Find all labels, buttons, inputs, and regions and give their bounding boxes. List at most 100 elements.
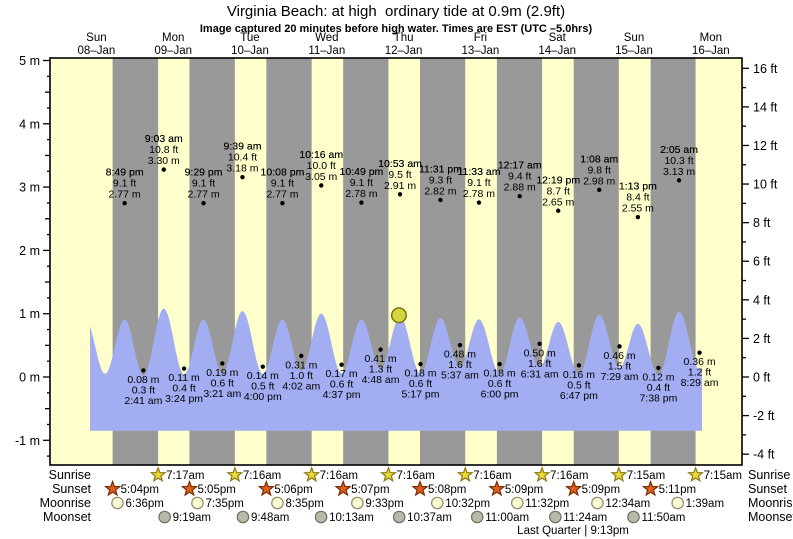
y-axis-right-label: -2 ft — [753, 409, 775, 423]
high-tide-text: 2.55 m — [622, 203, 654, 215]
high-tide-annotation: 12:17 am9.4 ft2.88 m — [498, 160, 542, 199]
high-tide-annotation: 12:19 pm8.7 ft2.65 m — [536, 174, 580, 213]
low-tide-text: 5:37 am — [441, 370, 479, 382]
moonset-icon — [314, 510, 328, 524]
low-tide-text: 8:29 am — [681, 377, 719, 389]
astro-time: 7:16am — [243, 470, 281, 482]
astro-time: 8:35pm — [285, 498, 323, 510]
low-tide-text: 4:02 am — [282, 380, 320, 392]
astro-time: 9:48am — [251, 512, 289, 524]
moonset-icon — [392, 510, 406, 524]
low-tide-text: 0.14 m — [247, 370, 279, 382]
low-tide-text: 4:00 pm — [244, 391, 282, 403]
low-tide-text: 0.4 ft — [647, 382, 670, 394]
low-tide-dot — [617, 344, 622, 349]
low-tide-text: 0.5 ft — [567, 379, 590, 391]
low-tide-text: 1.6 ft — [528, 358, 551, 370]
high-tide-text: 12:17 am — [498, 160, 542, 172]
astro-time: 10:32pm — [445, 498, 490, 510]
astro-time: 6:36pm — [126, 498, 164, 510]
low-tide-text: 0.6 ft — [409, 378, 432, 390]
high-tide-text: 9.1 ft — [192, 178, 215, 190]
high-tide-annotation: 10:08 pm9.1 ft2.77 m — [261, 167, 305, 206]
low-tide-text: 0.5 ft — [251, 381, 274, 393]
high-tide-text: 11:31 pm — [419, 163, 462, 175]
low-tide-annotation: 0.14 m0.5 ft4:00 pm — [244, 364, 282, 403]
astro-time: 11:00am — [485, 512, 529, 524]
astro-row-label-right: Moonrise — [748, 496, 793, 510]
high-tide-time: 12:17 am — [498, 160, 542, 172]
low-tide-annotation: 0.48 m1.6 ft5:37 am — [441, 342, 479, 382]
high-tide-time: 9:03 am — [145, 133, 183, 145]
low-tide-text: 0.3 ft — [132, 384, 155, 396]
astro-row-label-left: Moonset — [43, 510, 91, 524]
astro-time: 7:16am — [320, 470, 358, 482]
high-tide-dot — [517, 193, 522, 199]
low-tide-text: 4:37 pm — [323, 389, 361, 401]
day-label-weekday: Mon — [700, 32, 722, 44]
moonset-icon — [236, 510, 250, 524]
high-tide-time: 1:08 am — [580, 153, 618, 165]
high-tide-text: 9.1 ft — [113, 178, 136, 190]
high-tide-dot — [476, 200, 482, 205]
low-tide-text: 0.12 m — [642, 371, 674, 383]
y-axis-right-label: 2 ft — [753, 332, 771, 346]
low-tide-annotation: 0.16 m0.5 ft6:47 pm — [560, 363, 598, 402]
astro-time: 7:16am — [396, 470, 434, 482]
astro-row-label-right: Sunrise — [748, 468, 790, 482]
high-tide-text: 10.3 ft — [664, 155, 693, 167]
low-tide-text: 1.5 ft — [608, 360, 631, 372]
high-tide-time: 8:49 pm — [106, 167, 144, 179]
astro-time: 5:08pm — [428, 484, 466, 496]
astro-time: 5:05pm — [197, 484, 235, 496]
low-tide-dot — [378, 347, 383, 352]
high-tide-dot — [438, 197, 443, 203]
day-label-weekday: Wed — [315, 32, 338, 44]
high-tide-text: 2.78 m — [345, 188, 377, 200]
high-tide-time: 11:33 am — [457, 166, 500, 178]
high-tide-annotation: 1:13 pm8.4 ft2.55 m — [619, 181, 657, 220]
astro-time: 10:13am — [329, 512, 374, 524]
high-tide-text: 10:16 am — [299, 149, 343, 161]
sunrise-star-icon — [610, 466, 628, 483]
low-tide-text: 0.18 m — [484, 368, 516, 380]
low-tide-dot — [141, 368, 146, 373]
high-tide-text: 2:05 am — [660, 144, 698, 156]
astro-time: 7:15am — [627, 470, 665, 482]
y-axis-right-label: 0 ft — [753, 371, 771, 385]
moonrise-icon — [271, 496, 284, 510]
high-tide-text: 2.91 m — [384, 180, 416, 192]
tide-curve — [90, 308, 702, 431]
astro-time: 9:33pm — [365, 498, 403, 510]
astro-time: 7:35pm — [205, 498, 243, 510]
sunrise-star-icon — [303, 466, 321, 483]
high-tide-dot — [161, 167, 166, 172]
low-tide-dot — [457, 342, 463, 348]
astro-time: 7:17am — [166, 470, 204, 482]
low-tide-text: 0.18 m — [404, 368, 436, 380]
astro-row-label-right: Sunset — [748, 482, 787, 496]
low-tide-dot — [656, 365, 661, 371]
high-tide-dot — [359, 200, 364, 205]
high-tide-text: 12:19 pm — [536, 174, 580, 186]
sunrise-star-icon — [379, 466, 397, 483]
high-tide-text: 9.3 ft — [429, 174, 452, 186]
high-tide-text: 9.1 ft — [350, 177, 373, 189]
low-tide-text: 4:48 am — [362, 374, 400, 386]
high-tide-text: 2.77 m — [266, 189, 298, 201]
astro-row-label-left: Sunrise — [49, 468, 91, 482]
astro-time: 5:07pm — [351, 484, 389, 496]
high-tide-annotation: 11:33 am9.1 ft2.78 m — [457, 166, 501, 205]
low-tide-text: 0.6 ft — [488, 378, 511, 390]
moonrise-icon — [111, 496, 124, 510]
high-tide-annotation: 1:08 am9.8 ft2.98 m — [580, 153, 618, 193]
high-tide-text: 11:33 am — [457, 166, 500, 178]
day-label-date: 08–Jan — [78, 45, 116, 57]
low-tide-dot — [181, 366, 187, 371]
high-tide-text: 10:53 am — [378, 158, 422, 170]
high-tide-dot — [676, 178, 682, 183]
moonset-icon — [627, 510, 640, 524]
